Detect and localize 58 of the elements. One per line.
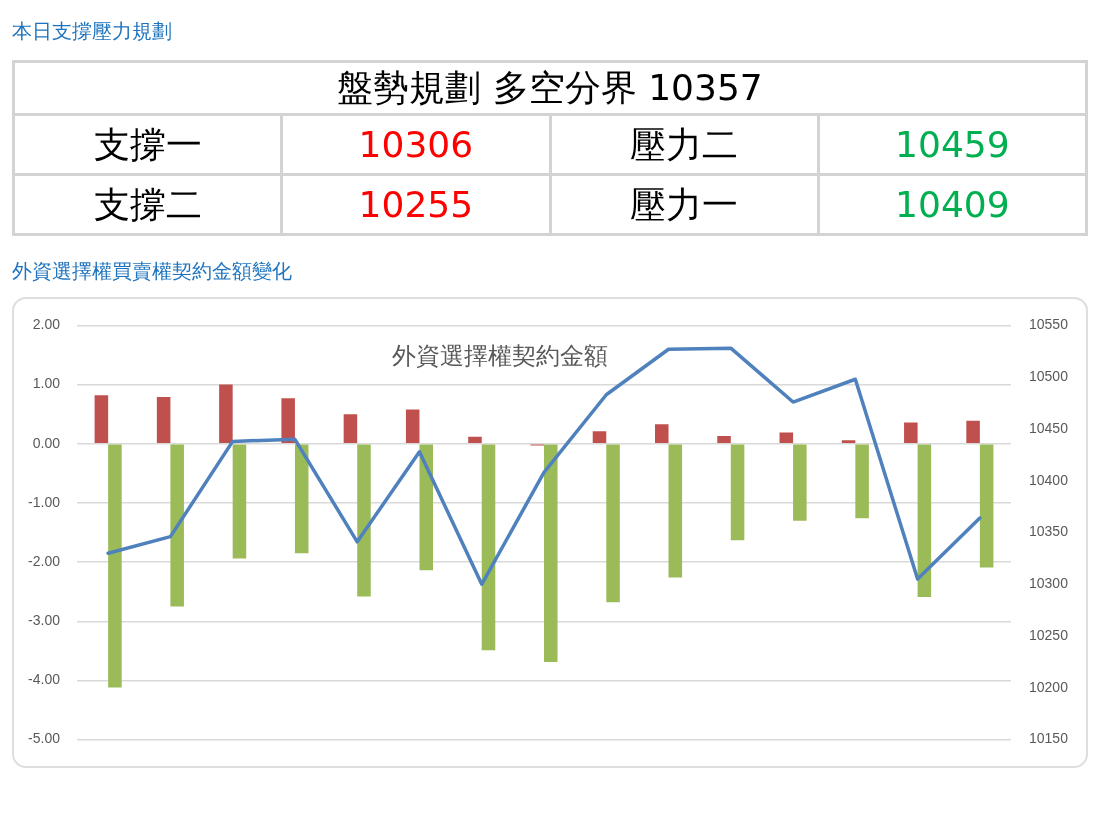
bar [419, 444, 434, 571]
y-tick-label: -3.00 [28, 612, 61, 629]
text: 盤勢規劃 多空分界 10357 [13, 61, 1087, 115]
y2-tick-label: 10350 [1029, 523, 1069, 540]
bar [917, 444, 932, 597]
y2-tick-label: 10150 [1029, 730, 1069, 747]
bar [294, 444, 309, 554]
bar [94, 395, 109, 443]
bar [170, 444, 184, 607]
bar [654, 424, 669, 443]
y2-tick-label: 10500 [1029, 368, 1069, 385]
text: 壓力二 [550, 114, 819, 175]
bar [232, 444, 247, 559]
bar [979, 444, 994, 568]
y2-tick-label: 10250 [1029, 626, 1069, 643]
text: 10255 [281, 174, 550, 235]
text: 10459 [818, 114, 1087, 175]
bar [841, 440, 856, 443]
bar [357, 444, 371, 597]
bar [717, 436, 731, 443]
bar [281, 398, 295, 443]
text: 壓力一 [550, 174, 819, 235]
bar [779, 432, 794, 443]
bar [405, 409, 420, 443]
bar [855, 444, 869, 519]
y-tick-label: 1.00 [32, 375, 61, 392]
bar [108, 444, 122, 688]
text: 支撐二 [13, 174, 282, 235]
y-tick-label: -2.00 [28, 552, 61, 569]
y-tick-label: -4.00 [28, 671, 61, 688]
y2-tick-label: 10300 [1029, 575, 1069, 592]
y2-tick-label: 10200 [1029, 678, 1069, 695]
y-tick-label: -5.00 [28, 730, 61, 747]
text: 支撐一 [13, 114, 282, 175]
bar [730, 444, 745, 541]
bar [343, 414, 358, 443]
y-tick-label: -1.00 [28, 493, 61, 510]
bar [793, 444, 807, 521]
bar [606, 444, 620, 603]
bar [668, 444, 683, 578]
bar [156, 397, 171, 443]
text: 10409 [818, 174, 1087, 235]
text: 10306 [281, 114, 550, 175]
bar [219, 384, 233, 443]
text: 外資選擇權契約金額 [391, 341, 609, 371]
y-tick-label: 0.00 [32, 434, 61, 451]
y2-tick-label: 10400 [1029, 471, 1069, 488]
text: 本日支撐壓力規劃 [12, 18, 173, 44]
bar [481, 444, 496, 651]
y2-tick-label: 10450 [1029, 419, 1069, 436]
bar [966, 420, 980, 443]
y-tick-label: 2.00 [32, 316, 61, 333]
bar [904, 422, 918, 443]
bar [592, 431, 607, 443]
chart-title: 外資選擇權買賣權契約金額變化 [12, 258, 293, 284]
bar [544, 444, 558, 663]
y2-tick-label: 10550 [1029, 316, 1069, 333]
bar [468, 436, 482, 443]
